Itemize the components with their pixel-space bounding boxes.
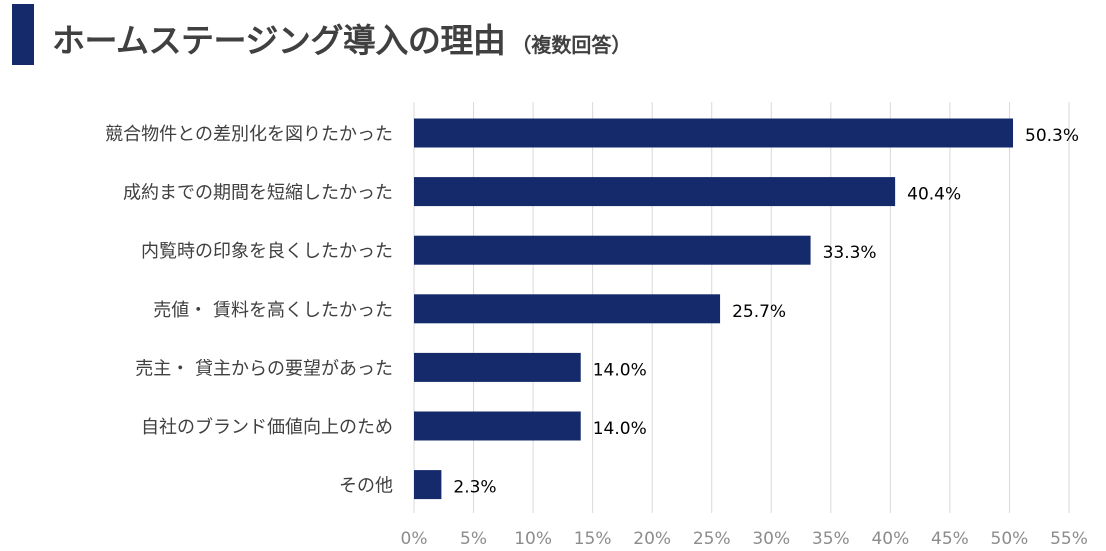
title-text: ホームステージング導入の理由 (52, 21, 506, 60)
data-label: 14.0% (593, 360, 647, 380)
x-tick-label: 45% (931, 529, 969, 549)
category-label: 内覧時の印象を良くしたかった (141, 241, 393, 262)
data-label: 50.3% (1025, 126, 1079, 146)
x-tick-label: 35% (812, 529, 850, 549)
bar (414, 294, 721, 324)
data-label: 33.3% (823, 243, 877, 263)
x-tick-label: 15% (574, 529, 612, 549)
bar (414, 118, 1014, 148)
bar (414, 411, 581, 441)
x-tick-label: 5% (460, 529, 487, 549)
x-tick-label: 30% (752, 529, 790, 549)
data-label: 14.0% (593, 419, 647, 439)
bar (414, 352, 581, 382)
title-accent-bar (12, 4, 34, 65)
x-tick-label: 10% (514, 529, 552, 549)
x-tick-label: 50% (991, 529, 1029, 549)
bar (414, 235, 811, 265)
category-label: 競合物件との差別化を図りたかった (105, 124, 393, 145)
x-tick-label: 20% (633, 529, 671, 549)
x-tick-label: 25% (693, 529, 731, 549)
bar (414, 470, 442, 500)
category-label: 自社のブランド価値向上のため (141, 416, 393, 438)
x-tick-label: 0% (401, 529, 428, 549)
data-label: 25.7% (732, 302, 786, 322)
data-label: 2.3% (453, 478, 496, 498)
category-label: 成約までの期間を短縮したかった (123, 183, 393, 204)
x-tick-label: 55% (1050, 529, 1088, 549)
data-label: 40.4% (907, 185, 961, 205)
category-label: 売値・ 賃料を高くしたかった (153, 300, 393, 321)
category-label: 売主・ 貸主からの要望があった (135, 358, 393, 379)
x-tick-label: 40% (871, 529, 909, 549)
page-title: ホームステージング導入の理由 （複数回答） (52, 14, 631, 62)
category-label: その他 (339, 476, 393, 497)
title-subtitle: （複数回答） (511, 33, 632, 57)
bar (414, 177, 896, 207)
